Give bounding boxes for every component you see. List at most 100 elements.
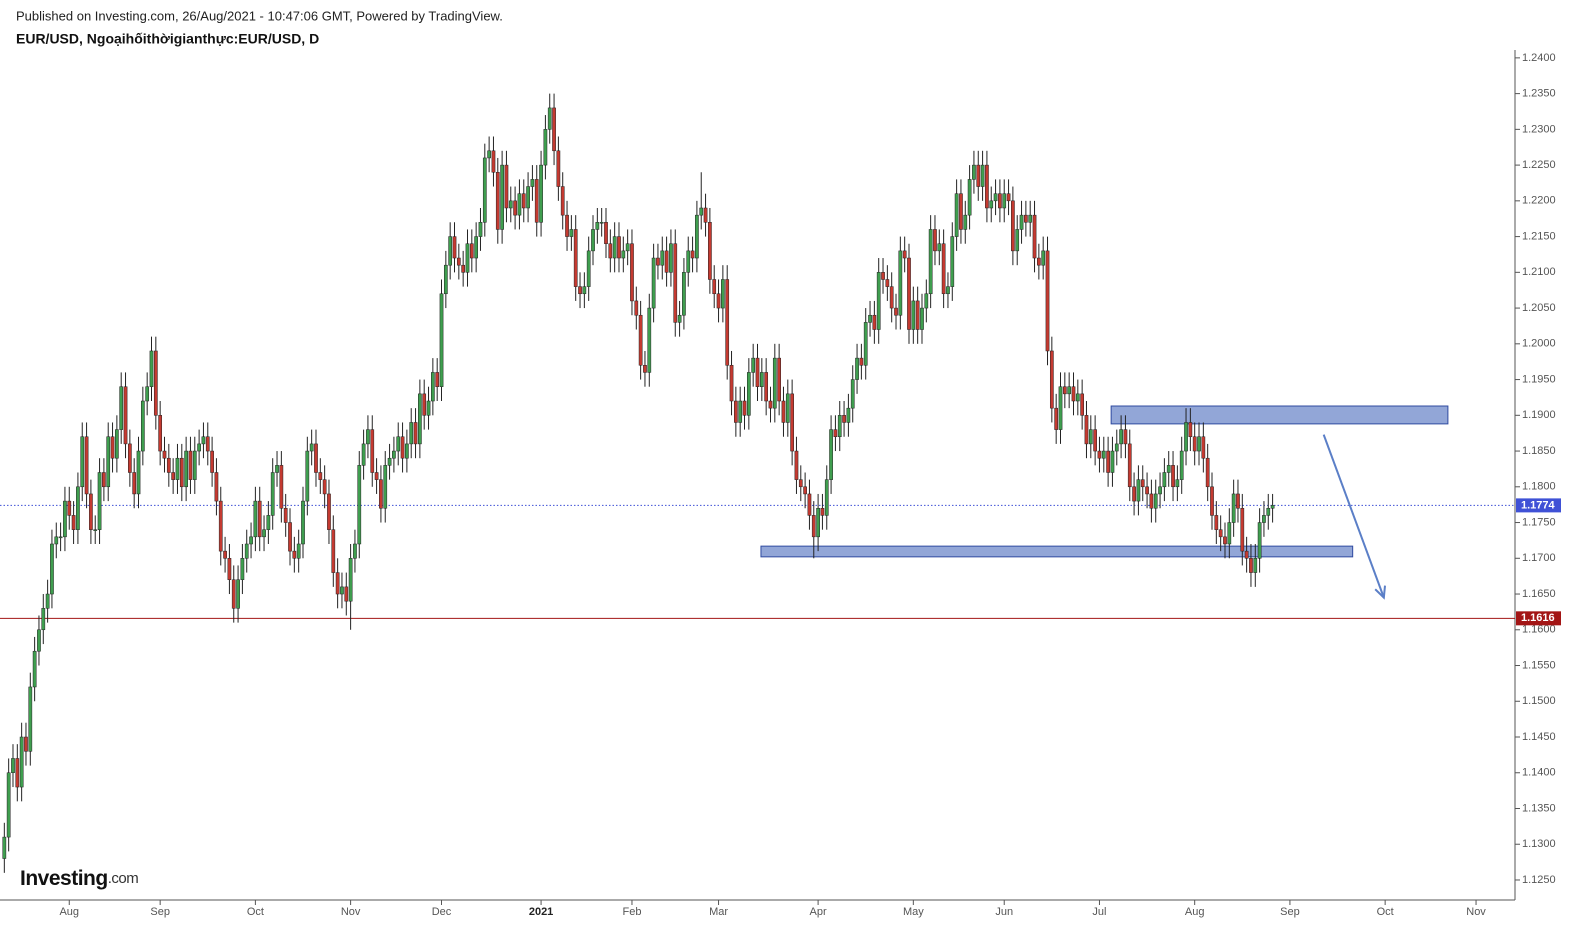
candle-body <box>106 436 111 488</box>
candle-body <box>452 236 457 259</box>
candle-body <box>656 257 660 266</box>
candle-body <box>1136 479 1141 502</box>
candle-body <box>820 507 825 516</box>
candle-body <box>556 150 561 187</box>
candle-body <box>1158 486 1162 495</box>
y-tick-label: 1.1400 <box>1522 767 1556 779</box>
x-tick-label: Jul <box>1092 906 1106 918</box>
x-tick-label: Sep <box>1280 906 1300 918</box>
candle-body <box>405 443 409 459</box>
candle-body <box>699 207 704 216</box>
candle-body <box>45 593 50 609</box>
candle-body <box>1075 393 1080 402</box>
y-tick-label: 1.1650 <box>1522 588 1556 600</box>
candle-body <box>357 465 362 545</box>
y-tick-label: 1.2050 <box>1522 302 1556 314</box>
x-tick-label: Oct <box>1377 906 1394 918</box>
candle-body <box>881 272 885 280</box>
candle-body <box>1127 443 1132 488</box>
candle-body <box>149 350 154 387</box>
candle-body <box>972 164 976 180</box>
candle-body <box>798 479 803 488</box>
candle-body <box>1231 493 1236 523</box>
candle-body <box>915 300 920 330</box>
candle-body <box>530 179 535 187</box>
candle-body <box>868 314 872 323</box>
candle-body <box>547 107 552 130</box>
y-tick-label: 1.2150 <box>1522 230 1556 242</box>
candle-body <box>1062 386 1067 395</box>
candle-body <box>907 257 911 330</box>
candle-body <box>569 229 574 237</box>
candle-body <box>725 279 730 366</box>
candle-body <box>1084 415 1089 445</box>
candle-body <box>102 472 106 488</box>
candle-body <box>110 436 115 459</box>
candle-body <box>954 193 959 237</box>
candle-body <box>335 572 340 595</box>
candle-body <box>119 386 124 430</box>
candle-body <box>660 250 665 266</box>
candle-body <box>738 400 743 423</box>
y-tick-label: 1.1750 <box>1522 516 1556 528</box>
candle-body <box>1123 429 1128 445</box>
candle-body <box>850 379 855 409</box>
candle-body <box>560 186 565 216</box>
candle-body <box>89 493 93 530</box>
candle-body <box>1149 493 1154 509</box>
candle-body <box>1080 393 1084 416</box>
candle-body <box>1024 214 1028 223</box>
y-tick-label: 1.1950 <box>1522 373 1556 385</box>
candle-body <box>270 472 275 516</box>
x-tick-label: Feb <box>622 906 641 918</box>
candle-body <box>552 107 556 152</box>
candle-body <box>1110 450 1115 473</box>
candle-body <box>539 164 543 223</box>
candle-body <box>210 450 214 473</box>
candle-body <box>348 558 353 602</box>
source-line: Published on Investing.com, 26/Aug/2021 … <box>16 8 503 23</box>
candle-body <box>772 357 777 409</box>
candle-body <box>37 629 41 652</box>
candle-body <box>132 472 137 495</box>
candle-body <box>1218 529 1223 538</box>
candle-body <box>197 443 201 452</box>
candle-body <box>695 214 699 259</box>
candle-body <box>816 507 820 538</box>
candle-body <box>768 400 773 409</box>
candle-body <box>837 415 842 438</box>
candle-body <box>179 457 184 488</box>
candle-body <box>128 443 132 473</box>
brand-suffix: .com <box>108 870 139 887</box>
candle-body <box>647 307 652 373</box>
candle-body <box>491 150 496 173</box>
candle-body <box>608 243 613 259</box>
candle-body <box>153 350 158 416</box>
candle-body <box>811 515 816 538</box>
candle-body <box>322 479 327 495</box>
candle-body <box>327 493 331 530</box>
candle-body <box>989 200 994 209</box>
candle-body <box>314 443 318 473</box>
candle-body <box>474 236 478 259</box>
candle-body <box>231 579 236 609</box>
y-tick-label: 1.2200 <box>1522 195 1556 207</box>
candle-body <box>686 250 691 273</box>
candle-body <box>205 436 210 452</box>
candle-body <box>703 207 708 223</box>
candle-body <box>392 450 396 459</box>
candle-body <box>383 465 388 509</box>
candle-body <box>517 193 522 216</box>
x-tick-label: Nov <box>341 906 361 918</box>
candle-body <box>244 543 249 559</box>
candle-body <box>612 236 617 259</box>
candle-body <box>1006 193 1011 202</box>
candle-body <box>708 222 712 280</box>
candle-body <box>262 529 266 538</box>
candle-body <box>617 236 621 259</box>
candle-body <box>1058 386 1063 430</box>
candle-body <box>54 536 59 545</box>
candle-body <box>443 264 448 295</box>
candle-body <box>1071 386 1076 402</box>
